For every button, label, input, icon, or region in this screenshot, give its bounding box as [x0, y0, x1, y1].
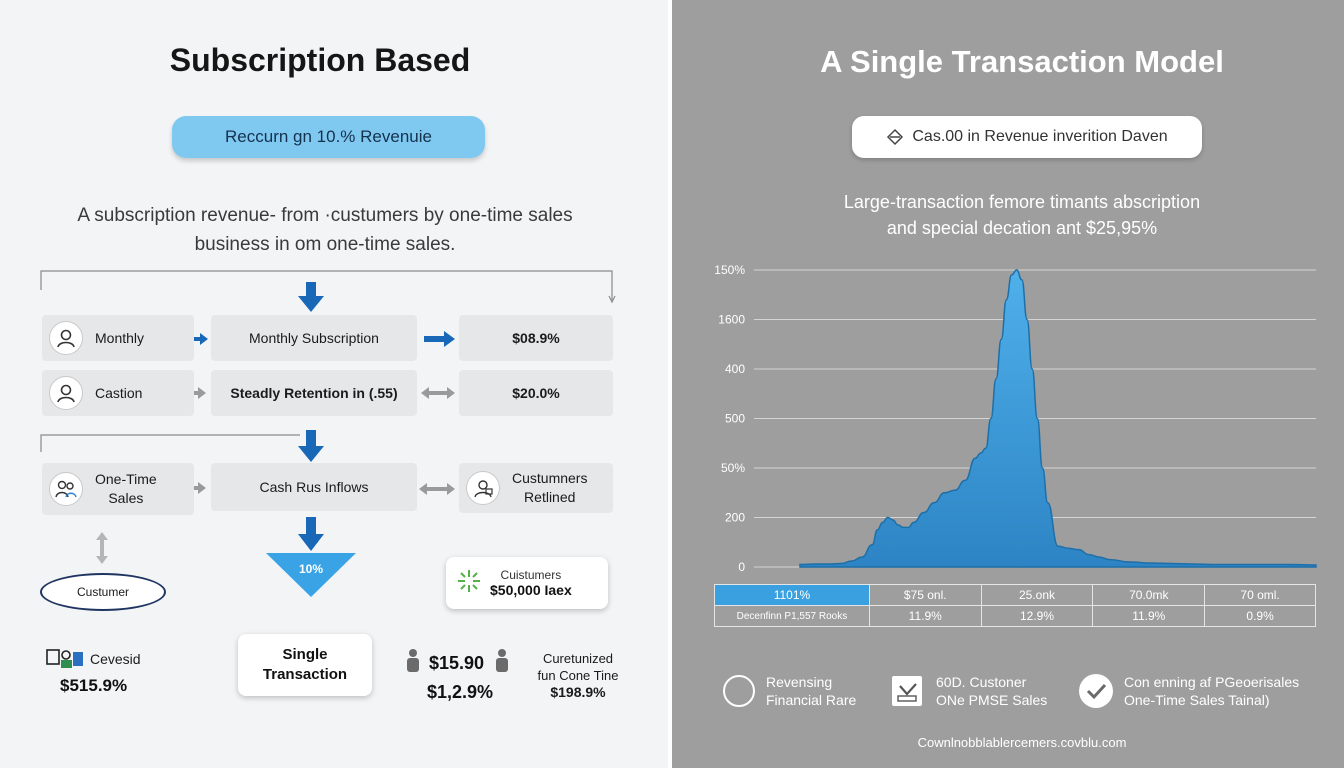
- transaction-description-line-2: and special decation ant $25,95%: [886, 218, 1158, 238]
- table-cell: 25.onk: [980, 584, 1094, 606]
- sparkle-icon: [456, 568, 482, 599]
- stat-middle: $15.90 $1,2.9%: [405, 648, 510, 703]
- single-transaction-card: Single Transaction: [238, 634, 372, 696]
- revenue-pill: Cas.00 in Revenue inverition Daven: [852, 116, 1202, 158]
- person-icon: [494, 648, 510, 678]
- table-cell: $75 onl.: [868, 584, 982, 606]
- table-row: 1101% $75 onl. 25.onk 70.0mk 70 oml.: [714, 584, 1316, 606]
- table-cell: 70 oml.: [1204, 584, 1316, 606]
- table-cell: 70.0mk: [1092, 584, 1206, 606]
- revenue-table: 1101% $75 onl. 25.onk 70.0mk 70 oml. Dec…: [714, 584, 1316, 627]
- subscription-description-line-1: A subscription revenue- from ·custumers …: [77, 205, 573, 226]
- monthly-subscription-node: Monthly Subscription: [211, 315, 417, 361]
- check-circle-icon: [1079, 674, 1113, 708]
- funnel-label: 10%: [298, 562, 324, 576]
- circle-icon: [723, 675, 755, 707]
- stat-middle-value-2: $1,2.9%: [427, 682, 494, 702]
- checkbox-icon: [892, 676, 922, 706]
- customer-oval: Custumer: [40, 573, 166, 611]
- table-cell: 0.9%: [1204, 605, 1316, 627]
- single-transaction-line-2: Transaction: [262, 666, 348, 683]
- customers-card-value: $50,000 Iaex: [490, 582, 572, 598]
- legend-item-customer: 60D. Custoner ONe PMSE Sales: [890, 673, 1047, 709]
- y-tick-label: 150%: [714, 263, 745, 277]
- legend-financial-line-2: Financial Rare: [766, 692, 857, 708]
- y-tick-label: 0: [738, 560, 745, 574]
- stat-right-line-2: fun Cone Tine: [537, 668, 619, 683]
- revenue-pill-label: Cas.00 in Revenue inverition Daven: [912, 128, 1168, 145]
- monthly-value-node: $08.9%: [459, 315, 613, 361]
- table-row: Decenfinn P1,557 Rooks 11.9% 12.9% 11.9%…: [714, 605, 1316, 627]
- monthly-label: Monthly: [95, 329, 145, 346]
- y-tick-label: 400: [725, 362, 745, 376]
- user-icon: [49, 376, 83, 410]
- customers-retained-label: Custumners Retlined: [512, 470, 588, 505]
- castion-label: Castion: [95, 384, 143, 401]
- table-cell: 1101%: [714, 584, 870, 606]
- right-arrow-icon: [424, 331, 455, 347]
- subscription-title: Subscription Based: [169, 42, 471, 78]
- subscription-description-line-2: business in om one-time sales.: [194, 234, 456, 255]
- y-tick-label: 500: [725, 412, 745, 426]
- table-cell: 11.9%: [868, 605, 982, 627]
- area-series: [799, 269, 1317, 568]
- retention-value-node: $20.0%: [459, 370, 613, 416]
- customers-card-title: Cuistumers: [500, 568, 562, 582]
- legend-item-one-time: Con enning af PGeoerisales One-Time Sales…: [1078, 673, 1299, 709]
- legend-financial-line-1: Revensing: [766, 674, 833, 690]
- y-tick-label: 50%: [721, 461, 745, 475]
- group-users-icon: [49, 472, 83, 506]
- transaction-description-line-1: Large-transaction femore timants abscrip…: [843, 192, 1201, 212]
- revenue-area-chart: 150% 1600 400 500 50% 200 0: [714, 263, 1317, 574]
- cash-inflows-node: Cash Rus Inflows: [211, 463, 417, 511]
- user-icon: [49, 321, 83, 355]
- diamond-arrow-icon: [887, 128, 904, 146]
- legend-customer-line-1: 60D. Custoner: [936, 674, 1027, 690]
- stat-middle-value-1: $15.90: [429, 652, 485, 673]
- customers-retained-node: Custumners Retlined: [459, 463, 613, 513]
- stat-left: Cevesid $515.9%: [46, 644, 141, 696]
- y-tick-label: 1600: [718, 313, 745, 327]
- steady-retention-node: Steadly Retention in (.55): [211, 370, 417, 416]
- footer-url: Cownlnobblablercemers.covblu.com: [917, 735, 1127, 750]
- stat-left-label: Cevesid: [90, 651, 141, 667]
- single-transaction-line-1: Single: [282, 646, 328, 663]
- one-time-sales-node: One-Time Sales: [42, 463, 194, 515]
- monthly-node: Monthly: [42, 315, 194, 361]
- legend-customer-line-2: ONe PMSE Sales: [936, 692, 1048, 708]
- legend-item-financial: Revensing Financial Rare: [722, 673, 856, 709]
- table-cell: 11.9%: [1092, 605, 1206, 627]
- single-transaction-title: A Single Transaction Model: [820, 44, 1224, 79]
- stat-right-line-1: Curetunized: [542, 651, 614, 666]
- legend-one-time-line-2: One-Time Sales Tainal): [1124, 692, 1270, 708]
- stat-right: Curetunized fun Cone Tine $198.9%: [528, 650, 628, 701]
- devices-icon: [46, 644, 84, 674]
- customers-card: Cuistumers $50,000 Iaex: [446, 557, 608, 609]
- stat-right-value: $198.9%: [550, 684, 606, 700]
- one-time-sales-label: One-Time Sales: [95, 471, 157, 506]
- customer-support-icon: [466, 471, 500, 505]
- funnel-triangle: [266, 553, 356, 597]
- y-tick-label: 200: [725, 511, 745, 525]
- single-transaction-panel: A Single Transaction Model Cas.00 in Rev…: [672, 0, 1344, 768]
- subscription-panel: Subscription Based Reccurn gn 10.% Reven…: [0, 0, 668, 768]
- stat-left-value: $515.9%: [60, 676, 128, 695]
- table-cell: Decenfinn P1,557 Rooks: [714, 605, 870, 627]
- recurring-revenue-pill: Reccurn gn 10.% Revenuie: [172, 116, 485, 158]
- person-icon: [405, 648, 421, 678]
- castion-node: Castion: [42, 370, 194, 416]
- table-cell: 12.9%: [980, 605, 1094, 627]
- legend-one-time-line-1: Con enning af PGeoerisales: [1124, 674, 1300, 690]
